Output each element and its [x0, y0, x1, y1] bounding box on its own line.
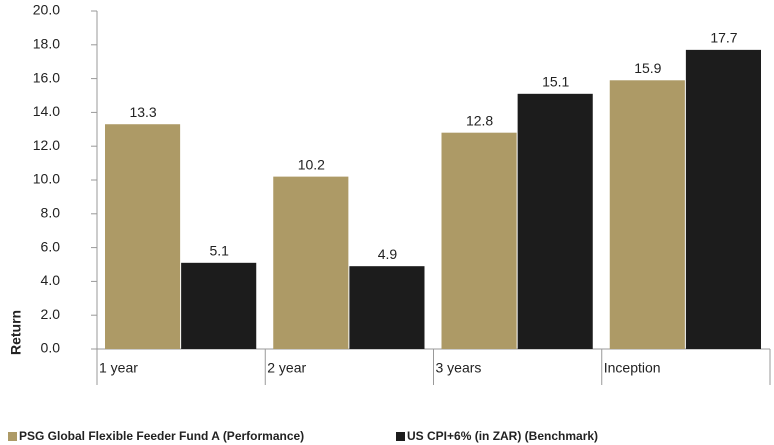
bar — [441, 132, 517, 349]
bar — [685, 49, 761, 350]
y-tick-label: 16.0 — [33, 69, 60, 85]
x-tick-label: 3 years — [436, 360, 482, 376]
legend-swatch — [396, 432, 405, 441]
y-tick-label: 18.0 — [33, 36, 60, 52]
bar — [349, 266, 425, 349]
bar — [181, 262, 257, 349]
bar — [273, 176, 349, 349]
y-tick-label: 6.0 — [41, 238, 61, 254]
data-label: 10.2 — [298, 156, 325, 172]
x-tick-label: 1 year — [99, 360, 138, 376]
bar — [105, 124, 181, 349]
y-tick-label: 14.0 — [33, 103, 60, 119]
legend-text: PSG Global Flexible Feeder Fund A (Perfo… — [19, 429, 304, 443]
y-tick-label: 8.0 — [41, 205, 61, 221]
data-label: 15.9 — [634, 60, 661, 76]
y-tick-label: 4.0 — [41, 272, 61, 288]
legend-text: US CPI+6% (in ZAR) (Benchmark) — [407, 429, 598, 443]
legend-swatch — [8, 432, 17, 441]
y-tick-label: 20.0 — [33, 2, 60, 18]
y-tick-label: 12.0 — [33, 137, 60, 153]
y-tick-label: 10.0 — [33, 171, 60, 187]
y-tick-label: 2.0 — [41, 306, 61, 322]
data-label: 12.8 — [466, 112, 493, 128]
bar — [609, 80, 685, 349]
bar — [517, 93, 593, 349]
y-tick-label: 0.0 — [41, 340, 61, 356]
data-label: 5.1 — [209, 243, 229, 259]
data-label: 15.1 — [542, 74, 569, 90]
data-label: 4.9 — [378, 246, 398, 262]
data-label: 17.7 — [710, 30, 737, 46]
x-tick-label: Inception — [604, 360, 661, 376]
x-tick-label: 2 year — [267, 360, 306, 376]
y-axis-title: Return — [8, 310, 24, 355]
data-label: 13.3 — [129, 104, 156, 120]
